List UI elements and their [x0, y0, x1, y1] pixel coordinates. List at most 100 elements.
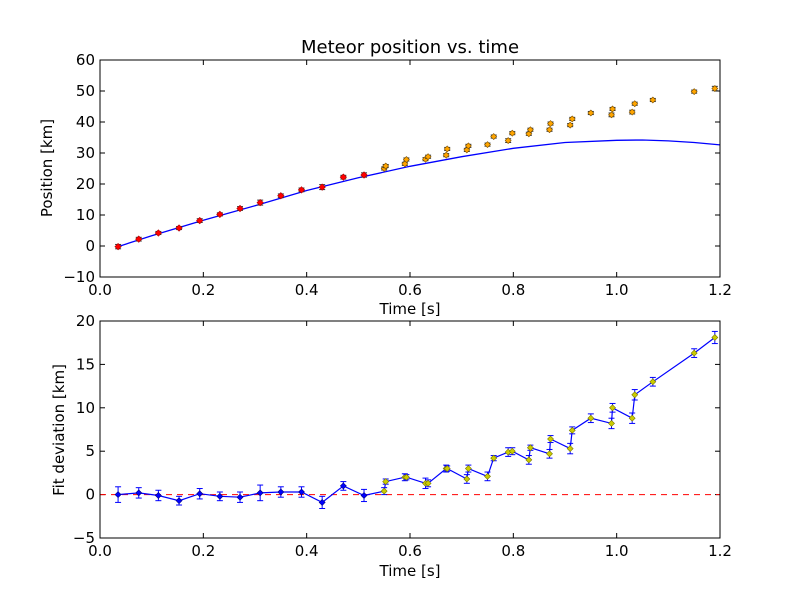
deviation-line — [118, 337, 716, 504]
extra-point — [490, 133, 498, 140]
deviation-point — [256, 489, 264, 497]
deviation-point — [628, 414, 636, 422]
extra-point — [711, 85, 719, 92]
extra-point — [382, 162, 390, 170]
extra-point — [568, 115, 576, 123]
c1-xtick-label: 0.6 — [398, 542, 422, 560]
c1-xtick-label: 0.0 — [88, 542, 112, 560]
position-ylabel: Position [km] — [38, 119, 56, 217]
extra-point — [609, 105, 616, 113]
deviation-point — [175, 497, 183, 505]
c0-ytick-label: 40 — [76, 113, 95, 131]
c0-ytick-label: 20 — [76, 175, 95, 193]
extra-point — [608, 111, 615, 119]
fit-point — [277, 192, 285, 200]
c0-xtick-label: 0.8 — [501, 281, 525, 299]
deviation-point — [380, 487, 388, 495]
fit-point — [297, 186, 306, 194]
c0-xtick-label: 0.2 — [191, 281, 215, 299]
deviation-alt-point — [443, 465, 451, 472]
fit-point — [339, 173, 347, 181]
deviation-plot: 0.0 0.2 0.4 0.6 0.8 1.0 1.2 −5 0 5 10 15 20 — [73, 312, 732, 560]
deviation-point — [525, 456, 533, 464]
deviation-point — [339, 482, 347, 490]
c1-xtick-label: 0.2 — [191, 542, 215, 560]
deviation-alt-point — [508, 447, 516, 455]
extra-point — [443, 145, 451, 153]
c1-ytick-label: 15 — [76, 355, 95, 373]
deviation-point — [216, 492, 224, 500]
c1-ytick-label: 10 — [76, 399, 95, 417]
deviation-point — [463, 475, 471, 483]
c1-xtick-label: 1.0 — [605, 542, 629, 560]
extra-point — [566, 121, 574, 129]
deviation-plot-frame — [99, 320, 721, 539]
extra-point — [690, 88, 698, 96]
model-curve — [117, 139, 721, 248]
c0-ytick-label: 30 — [76, 144, 95, 162]
position-xlabel: Time [s] — [379, 300, 441, 318]
deviation-point — [711, 334, 719, 341]
extra-point — [442, 151, 450, 159]
deviation-ylabel: Fit deviation [km] — [50, 364, 68, 496]
c0-xtick-label: 1.2 — [708, 281, 732, 299]
c0-xtick-label: 0.4 — [295, 281, 319, 299]
fit-point — [256, 198, 264, 207]
position-plot-frame — [99, 59, 721, 278]
deviation-point — [114, 491, 122, 499]
extra-point — [631, 100, 639, 108]
c0-ytick-label: 50 — [76, 82, 95, 100]
c1-xtick-label: 0.8 — [501, 542, 525, 560]
deviation-point — [298, 488, 305, 496]
deviation-alt-point — [547, 435, 554, 443]
deviation-alt-point — [526, 444, 534, 452]
c1-ytick-label: −5 — [73, 529, 95, 547]
fit-point — [175, 224, 183, 232]
deviation-alt-point — [631, 391, 639, 399]
deviation-point — [360, 492, 368, 499]
c0-ytick-label: 0 — [85, 237, 95, 255]
fit-point — [236, 204, 244, 213]
fit-point — [114, 242, 122, 251]
deviation-point — [546, 450, 553, 458]
extra-point — [628, 108, 636, 116]
deviation-point — [566, 445, 574, 453]
fit-point — [154, 229, 163, 237]
deviation-point — [135, 489, 143, 497]
extra-point — [424, 153, 432, 161]
deviation-point — [154, 492, 162, 499]
fit-point — [216, 210, 224, 219]
c1-xtick-label: 1.2 — [708, 542, 732, 560]
c0-xtick-label: 0.0 — [88, 281, 112, 299]
deviation-alt-point — [464, 465, 472, 472]
extra-point — [649, 96, 657, 104]
deviation-alt-point — [402, 473, 410, 481]
extra-point — [508, 129, 516, 137]
extra-point — [484, 141, 491, 149]
deviation-point — [196, 490, 204, 498]
extra-point — [526, 126, 534, 134]
c0-xtick-label: 1.0 — [605, 281, 629, 299]
deviation-alt-point — [609, 404, 616, 412]
fit-point — [196, 216, 204, 225]
c1-ytick-label: 5 — [85, 442, 95, 460]
deviation-point — [587, 414, 595, 422]
deviation-alt-point — [490, 454, 498, 462]
extra-point — [504, 137, 512, 145]
c0-xtick-label: 0.6 — [398, 281, 422, 299]
top-chart-title: Meteor position vs. time — [301, 37, 519, 58]
deviation-point — [277, 488, 285, 496]
deviation-point — [608, 419, 615, 427]
fit-point — [318, 183, 326, 191]
c1-xtick-label: 0.4 — [295, 542, 319, 560]
fit-point — [360, 171, 368, 179]
extra-point — [587, 109, 595, 117]
c0-ytick-label: 10 — [76, 206, 95, 224]
c0-ytick-label: 60 — [76, 51, 95, 69]
extra-point — [546, 126, 553, 134]
c1-ytick-label: 20 — [76, 312, 95, 330]
c0-ytick-label: −10 — [63, 268, 95, 286]
c1-ytick-label: 0 — [85, 486, 95, 504]
deviation-point — [236, 493, 244, 501]
